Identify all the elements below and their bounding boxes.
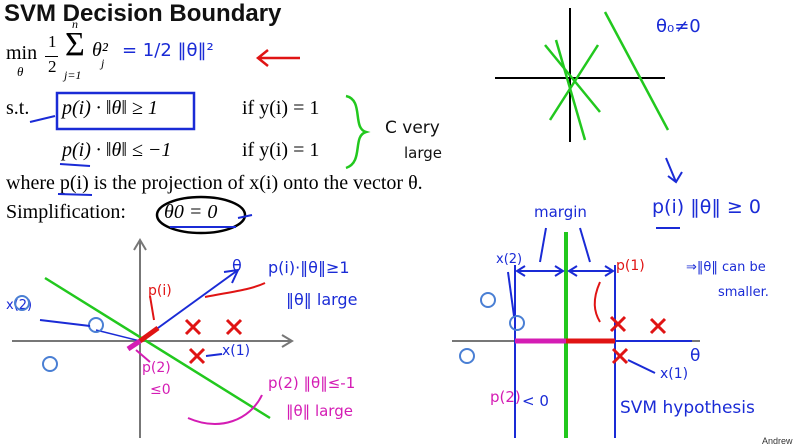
left-label-theta: θ [232, 256, 242, 275]
min-subscript: θ [17, 64, 24, 79]
author-footer: Andrew [762, 436, 793, 445]
right-label-theta: θ [690, 346, 701, 366]
right-x2-pointer [507, 271, 515, 317]
constraint-negative: p(i) · ‖θ‖ ≤ −1 [62, 139, 172, 161]
simplification-label: Simplification: [6, 201, 126, 223]
left-positive-point-1 [184, 318, 202, 336]
right-margin-pointer-1 [539, 227, 547, 263]
annotation-large: large [404, 144, 443, 162]
constraint-highlight-box [55, 91, 196, 131]
theta-subscript: j [101, 56, 105, 70]
min-operator: min [6, 42, 38, 64]
small-plot-boundary-3 [554, 39, 587, 141]
right-negative-point-3 [459, 348, 475, 364]
left-negative-point-3 [42, 356, 58, 372]
annotation-c-very: C very [385, 118, 440, 138]
left-positive-point-2 [225, 318, 243, 336]
annotation-norm-can-be: ⇒‖θ‖ can be [686, 260, 766, 275]
left-projection-p1 [138, 325, 160, 344]
left-annotation-p2-norm: p(2) ‖θ‖≤-1 [268, 374, 356, 392]
right-label-p2: p(2) [490, 388, 521, 406]
green-brace [345, 94, 371, 170]
left-label-x1: x(1) [222, 343, 251, 359]
right-label-x1: x(1) [660, 366, 689, 382]
left-plot-x-arrowhead [281, 334, 294, 348]
right-margin-pointer-2 [579, 227, 591, 263]
left-label-p1: p(i) [148, 283, 172, 299]
constraint-tick-mark [29, 115, 56, 123]
left-plot-y-arrowhead [133, 238, 147, 251]
constraint-positive: p(i) · ‖θ‖ ≥ 1 [62, 97, 158, 119]
right-x1-pointer [627, 359, 656, 374]
left-annotation-norm-large-2: ‖θ‖ large [286, 402, 353, 420]
underline-p-second [59, 163, 91, 167]
left-p1-pointer [149, 295, 155, 321]
annotation-smaller: smaller. [718, 285, 769, 300]
simplification-circle [155, 195, 247, 235]
right-negative-point-1 [480, 292, 496, 308]
right-positive-point-3 [611, 347, 629, 365]
underline-p-where [57, 193, 93, 196]
left-p-norm-pointer [204, 282, 266, 298]
sum-lower: j=1 [64, 68, 82, 82]
condition-negative: if y(i) = 1 [242, 139, 320, 161]
annotation-p-norm-nonneg: p(i) ‖θ‖ ≥ 0 [652, 196, 761, 218]
simplification-equation: θ0 = 0 [164, 201, 218, 223]
left-negative-point-1 [14, 295, 30, 311]
right-negative-point-2 [509, 315, 525, 331]
right-positive-point-2 [649, 317, 667, 335]
fraction-numerator: 1 [48, 32, 57, 51]
right-label-x2: x(2) [496, 252, 523, 267]
projection-definition: where p(i) is the projection of x(i) ont… [6, 172, 423, 194]
simplification-arrow [237, 214, 253, 219]
small-plot-boundary-4 [603, 11, 670, 131]
small-plot-boundary-1 [544, 44, 601, 113]
condition-positive: if y(i) = 1 [242, 97, 320, 119]
left-annotation-p-norm: p(i)·‖θ‖≥1 [268, 258, 350, 277]
right-label-lt0: < 0 [522, 392, 549, 410]
left-x2-vector [95, 329, 141, 342]
annotation-margin: margin [534, 203, 587, 221]
red-arrow-annotation [255, 49, 300, 67]
sum-symbol: Σ [65, 26, 85, 63]
left-annotation-norm-large: ‖θ‖ large [286, 290, 358, 309]
subject-to-label: s.t. [6, 97, 30, 119]
left-x1-pointer [205, 353, 223, 357]
left-p2-pointer [135, 349, 151, 363]
slide-title: SVM Decision Boundary [4, 0, 282, 27]
left-theta-arrowhead [223, 268, 240, 284]
fraction-denominator: 2 [48, 57, 57, 76]
left-negative-point-2 [88, 317, 104, 333]
fraction-bar [45, 56, 58, 57]
theta-squared: θ² [92, 39, 108, 61]
left-label-p2: p(2) [142, 360, 171, 376]
right-margin-arrow-right [567, 265, 615, 277]
annotation-svm-hypothesis: SVM hypothesis [620, 398, 755, 418]
right-margin-arrow-left [515, 265, 565, 277]
left-label-le0: ≤0 [150, 382, 171, 398]
left-decision-boundary [44, 276, 271, 420]
right-p1-pointer [593, 281, 601, 323]
annotation-theta0-not-zero: θ₀≠0 [656, 16, 701, 37]
sum-upper: n [72, 17, 78, 31]
left-projection-p2 [126, 338, 142, 352]
right-note-spacer [676, 250, 680, 272]
left-p2-norm-pointer [187, 394, 263, 425]
right-positive-point-1 [609, 315, 627, 333]
left-positive-point-3 [188, 347, 206, 365]
right-label-p1: p(1) [616, 258, 645, 274]
theta0-arrow [665, 157, 683, 184]
annotation-half-norm: = 1/2 ‖θ‖² [122, 40, 214, 61]
left-x2-pointer [39, 319, 91, 327]
small-plot-boundary-2 [548, 44, 600, 121]
